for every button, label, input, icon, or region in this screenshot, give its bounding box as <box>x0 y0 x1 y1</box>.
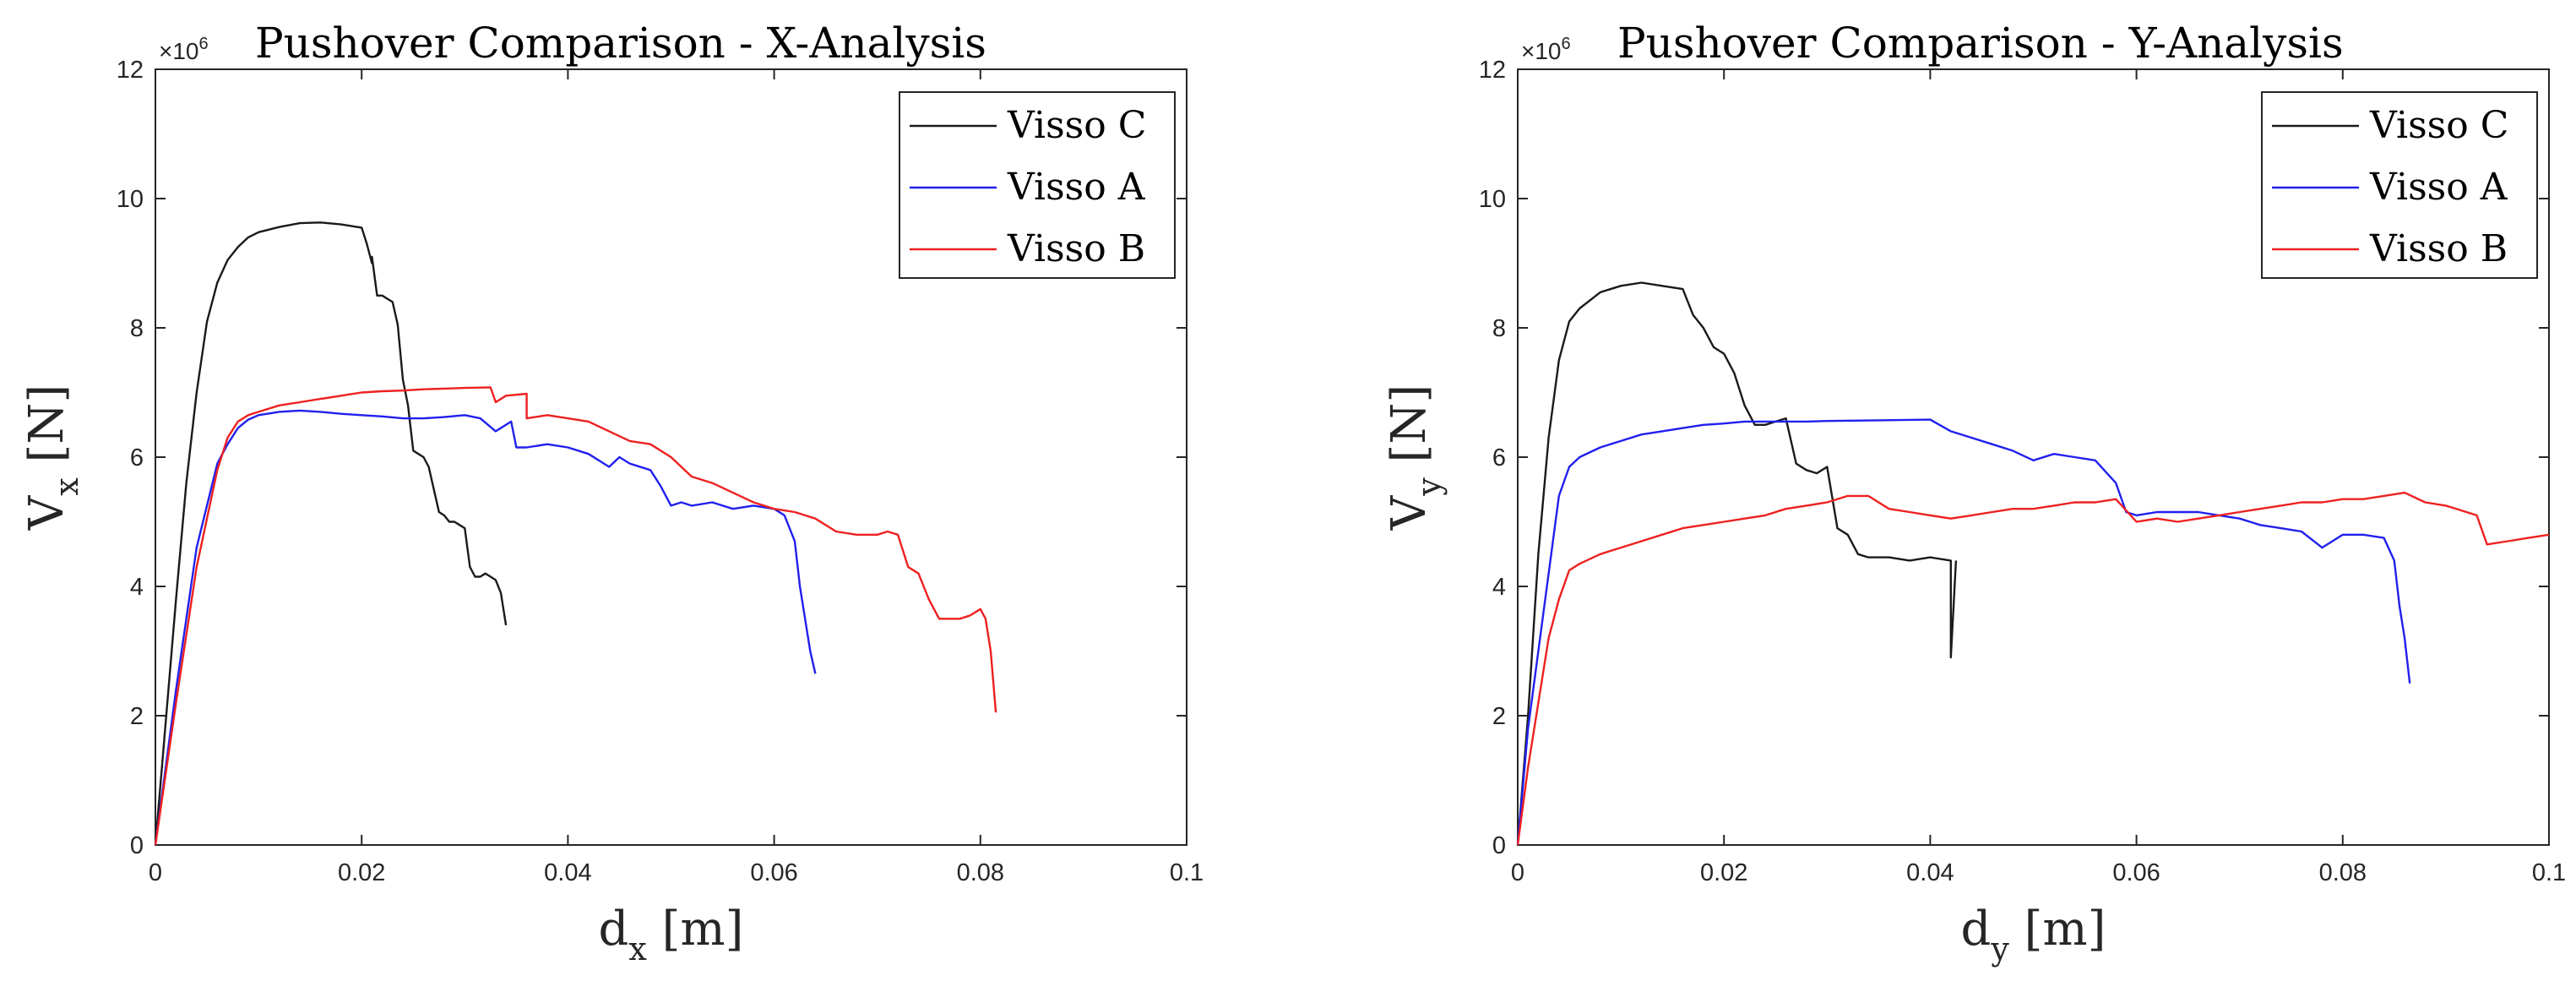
chart-2-y-tick-label: 8 <box>1492 315 1506 342</box>
chart-2-x-tick-label: 0.06 <box>2112 859 2160 886</box>
chart-1-x-tick-label: 0 <box>149 859 162 886</box>
chart-2-y-tick-label: 4 <box>1492 574 1506 601</box>
chart-1-y-tick-label: 6 <box>130 444 144 472</box>
chart-1-legend-box <box>899 91 1176 279</box>
chart-2-series-visso-b <box>1516 491 2550 846</box>
chart-2-x-tick-label: 0 <box>1511 859 1524 886</box>
chart-1: 0 0.02 0.04 0.06 0.08 0.1 0 2 4 6 8 10 12 ×106 Pushove… <box>19 19 1204 968</box>
chart-1-y-tick-label: 0 <box>130 832 144 859</box>
chart-2-legend: Visso C Visso A Visso B <box>2261 91 2538 279</box>
chart-2-series-visso-c <box>1516 281 1958 846</box>
chart-1-x-tick-label: 0.08 <box>957 859 1004 886</box>
chart-2-legend-label: Visso A <box>2369 166 2508 209</box>
chart-1-exponent-label: ×106 <box>159 35 209 64</box>
chart-2-x-tick-label: 0.04 <box>1906 859 1954 886</box>
chart-1-series-visso-a <box>154 409 817 846</box>
chart-1-legend-label: Visso A <box>1007 166 1146 209</box>
chart-2-y-tick-label: 10 <box>1479 186 1506 213</box>
chart-1-title: Pushover Comparison - X-Analysis <box>255 19 986 68</box>
chart-2-y-tick-label: 12 <box>1479 57 1506 84</box>
chart-2: 0 0.02 0.04 0.06 0.08 0.1 0 2 4 6 8 10 12 ×106 Pushove… <box>1382 19 2566 968</box>
chart-1-series-visso-b <box>154 386 997 846</box>
chart-2-x-tick-label: 0.02 <box>1700 859 1747 886</box>
chart-2-legend-box <box>2261 91 2538 279</box>
chart-1-series-visso-c <box>154 221 508 846</box>
chart-1-y-tick-label: 8 <box>130 315 144 342</box>
chart-2-legend-label: Visso B <box>2369 227 2508 270</box>
chart-2-x-tick-label: 0.1 <box>2532 859 2566 886</box>
chart-1-x-tick-label: 0.06 <box>750 859 797 886</box>
chart-2-exponent-label: ×106 <box>1521 35 1571 64</box>
chart-1-x-tick-label: 0.1 <box>1170 859 1204 886</box>
chart-1-x-tick-label: 0.04 <box>544 859 591 886</box>
chart-2-legend-label: Visso C <box>2369 104 2508 147</box>
chart-1-x-axis-label: dx [m] <box>599 902 744 968</box>
chart-1-y-tick-label: 2 <box>130 703 144 730</box>
chart-2-y-axis-label: Vy [N] <box>1382 384 1448 531</box>
chart-2-y-tick-label: 6 <box>1492 444 1506 472</box>
chart-1-legend-label: Visso B <box>1007 227 1145 270</box>
chart-2-title: Pushover Comparison - Y-Analysis <box>1617 19 2344 68</box>
chart-2-x-axis-label: dy [m] <box>1961 902 2106 968</box>
chart-1-y-tick-label: 10 <box>117 186 144 213</box>
chart-2-series-visso-a <box>1516 418 2411 846</box>
chart-1-y-axis-label: Vx [N] <box>19 384 85 531</box>
chart-1-legend-label: Visso C <box>1007 104 1146 147</box>
chart-2-y-tick-label: 2 <box>1492 703 1506 730</box>
chart-1-y-tick-label: 12 <box>117 57 144 84</box>
chart-1-y-tick-label: 4 <box>130 574 144 601</box>
chart-2-x-tick-label: 0.08 <box>2319 859 2367 886</box>
chart-2-y-tick-label: 0 <box>1492 832 1506 859</box>
chart-1-x-tick-label: 0.02 <box>338 859 385 886</box>
chart-1-legend: Visso C Visso A Visso B <box>899 91 1176 279</box>
